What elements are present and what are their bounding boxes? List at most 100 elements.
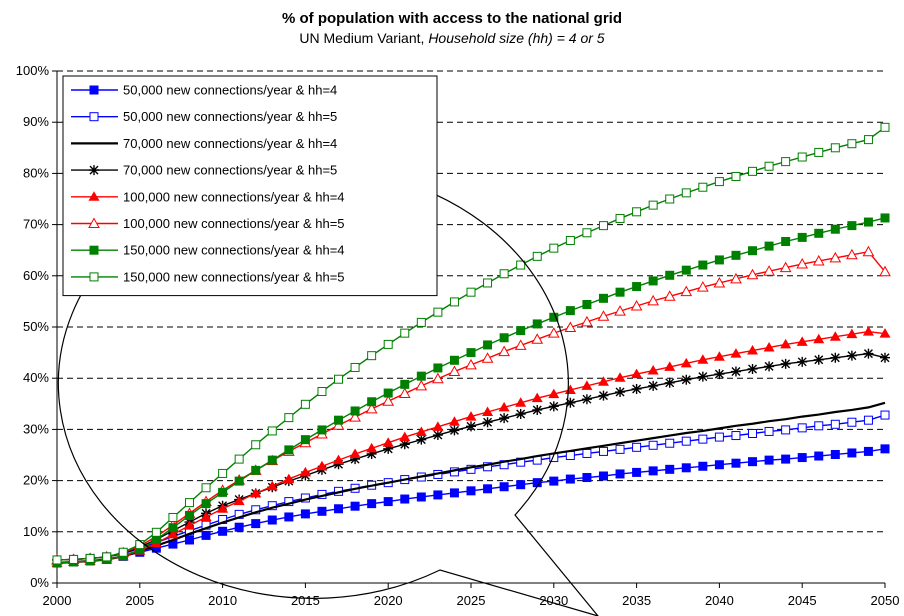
data-point [565, 474, 575, 484]
data-point [847, 221, 857, 231]
x-tick-label: 2050 [871, 593, 900, 608]
data-point [102, 552, 112, 562]
series-8 [52, 122, 890, 565]
x-tick-label: 2020 [374, 593, 403, 608]
legend-marker [89, 272, 99, 282]
series-line [56, 401, 886, 565]
data-point [731, 458, 741, 468]
data-point [697, 371, 708, 382]
data-point [582, 448, 592, 458]
data-point [847, 417, 857, 427]
y-tick-label: 30% [23, 421, 49, 436]
data-point [581, 394, 592, 405]
data-point [747, 363, 758, 374]
data-point [632, 467, 642, 477]
data-point [218, 487, 228, 497]
legend-marker [89, 165, 99, 176]
data-point [201, 483, 211, 493]
data-point [813, 333, 825, 344]
data-point [483, 462, 493, 472]
legend: 50,000 new connections/year & hh=4 50,000… [62, 75, 438, 297]
data-point [681, 374, 692, 385]
legend-item: 70,000 new connections/year & hh=5 [71, 163, 337, 178]
data-point [334, 374, 344, 384]
legend-marker [89, 85, 99, 95]
data-point [217, 503, 229, 513]
data-point [764, 161, 774, 171]
x-tick-label: 2030 [539, 593, 568, 608]
data-point [532, 404, 543, 415]
data-point [267, 515, 277, 525]
x-tick-label: 2015 [291, 593, 320, 608]
data-point [698, 260, 708, 270]
data-point [399, 431, 411, 442]
data-point [681, 265, 691, 275]
data-point [300, 399, 310, 409]
data-point [383, 443, 394, 454]
data-point [814, 147, 824, 157]
data-point [483, 340, 493, 350]
data-point [465, 358, 477, 370]
data-point [648, 380, 659, 391]
data-point [515, 397, 527, 407]
data-point [631, 383, 642, 394]
data-point [449, 425, 460, 436]
data-point [747, 345, 759, 355]
data-point [333, 454, 345, 465]
data-point [714, 369, 725, 380]
data-point [847, 448, 857, 458]
data-point [267, 426, 277, 436]
data-point [664, 361, 676, 371]
data-point [748, 166, 758, 176]
data-point [681, 188, 691, 198]
data-point [630, 299, 643, 311]
data-point [184, 498, 194, 508]
data-point [880, 122, 890, 132]
data-point [698, 182, 708, 192]
data-point [251, 440, 261, 450]
x-tick-label: 2005 [125, 593, 154, 608]
data-point [582, 228, 592, 238]
series-line [56, 250, 886, 561]
legend-marker [89, 112, 99, 122]
data-point [334, 504, 344, 514]
legend-marker [88, 217, 100, 228]
data-point [647, 294, 660, 306]
series-7 [52, 213, 890, 568]
data-point [731, 431, 741, 441]
data-point [880, 352, 890, 363]
data-point [647, 365, 659, 375]
y-tick-label: 60% [23, 268, 49, 283]
data-point [498, 401, 510, 412]
legend-item: 150,000 new connections/year & hh=4 [71, 243, 345, 258]
data-point [615, 469, 625, 479]
data-point [482, 417, 493, 428]
data-point [598, 390, 609, 401]
data-point [448, 365, 461, 377]
data-point [432, 430, 443, 441]
data-point [399, 439, 410, 450]
data-point [632, 207, 642, 217]
data-point [697, 354, 709, 364]
x-tick-label: 2000 [43, 593, 72, 608]
data-point [830, 352, 841, 363]
data-point [615, 287, 625, 297]
legend-item: 70,000 new connections/year & hh=4 [71, 136, 337, 151]
data-point [300, 509, 310, 519]
legend-label: 50,000 new connections/year & hh=4 [123, 83, 337, 98]
y-tick-label: 10% [23, 524, 49, 539]
data-point [713, 276, 726, 288]
legend-item: 50,000 new connections/year & hh=4 [71, 83, 337, 98]
data-point [400, 328, 410, 338]
legend-label: 100,000 new connections/year & hh=4 [123, 189, 345, 204]
data-point [713, 351, 725, 361]
data-point [879, 265, 891, 277]
data-point [183, 520, 195, 530]
data-point [597, 376, 609, 386]
data-point [52, 555, 62, 565]
data-point [564, 321, 577, 333]
y-tick-label: 100% [16, 63, 50, 78]
data-point [449, 355, 459, 365]
data-point [466, 486, 476, 496]
data-point [564, 384, 576, 394]
